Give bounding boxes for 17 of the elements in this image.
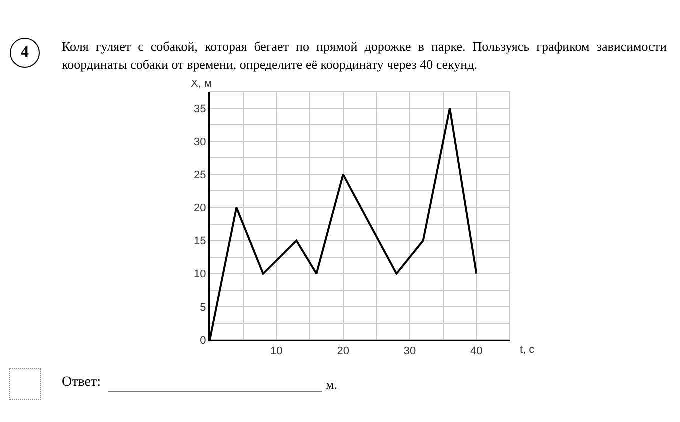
y-tick-label: 20 [194, 202, 206, 215]
y-tick-label: 5 [200, 302, 206, 314]
x-tick-label: 10 [270, 346, 283, 358]
y-tick-label: 30 [194, 136, 206, 148]
y-tick-label: 35 [194, 103, 206, 116]
x-tick-label: 30 [404, 346, 416, 358]
x-tick-label: 20 [337, 346, 350, 358]
y-tick-label: 15 [194, 236, 206, 248]
chart-title: Коля гуляет с собакой, которая бегает по прямой дорожке в парке. Пользуясь графиком зависимости координаты собаки от времени, определите её координату через 40 секунд. [62, 38, 667, 74]
text: Ответ: [62, 375, 101, 391]
y-tick-label: 10 [194, 268, 206, 281]
x-axis-title: t, с [520, 344, 536, 356]
text: 4 [10, 38, 40, 68]
text: м. [326, 377, 338, 393]
y-tick-label: 0 [200, 334, 206, 347]
y-tick-label: 25 [194, 170, 206, 182]
x-tick-label: 40 [470, 346, 483, 358]
